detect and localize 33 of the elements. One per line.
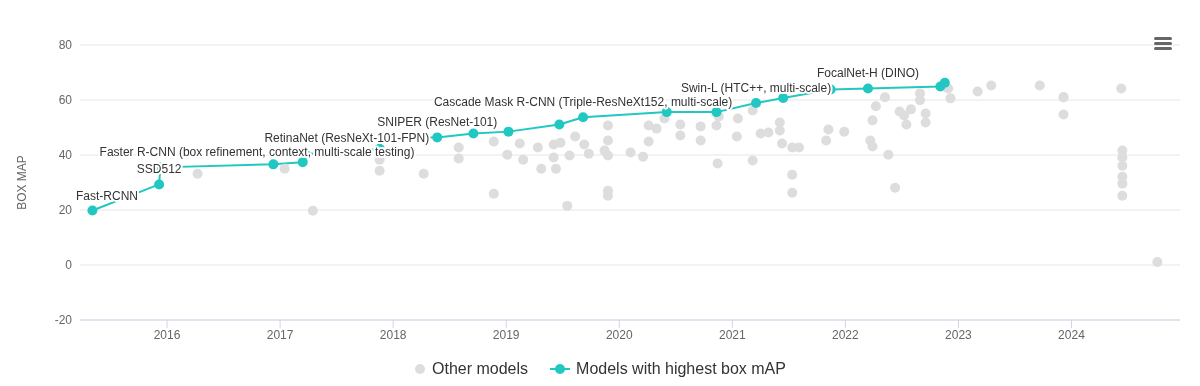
point [268,159,279,170]
annotation: Cascade Mask R-CNN (Triple-ResNeXt152, multi-scale) [433,95,733,110]
point [432,132,443,143]
x-tick-label: 2016 [153,327,181,342]
x-tick-label: 2023 [945,327,973,342]
y-tick-label: 20 [58,203,73,218]
y-tick-label: -20 [54,313,73,328]
point [468,128,479,139]
x-tick-label: 2018 [379,327,407,342]
y-tick-label: 0 [65,258,73,273]
annotation: FocalNet-H (DINO) [816,66,919,81]
point [554,119,565,130]
point [154,179,165,190]
y-tick-label: 80 [58,38,73,53]
legend-label: Other models [432,360,529,378]
x-tick-label: 2021 [718,327,746,342]
annotation: SNIPER (ResNet-101) [377,115,498,130]
x-tick-label: 2022 [832,327,860,342]
point [503,126,514,137]
point [578,112,589,123]
x-tick-label: 2020 [605,327,633,342]
x-tick-label: 2017 [266,327,294,342]
point [751,98,762,109]
point [87,205,98,216]
x-tick-label: 2019 [492,327,520,342]
point [297,157,308,168]
point [939,77,950,88]
y-tick-label: 40 [58,148,73,163]
y-tick-label: 60 [58,93,73,108]
x-tick-label: 2024 [1058,327,1086,342]
point [862,83,873,94]
y-axis-title: BOX MAP [15,155,30,210]
legend-label: Models with highest box mAP [576,360,786,378]
